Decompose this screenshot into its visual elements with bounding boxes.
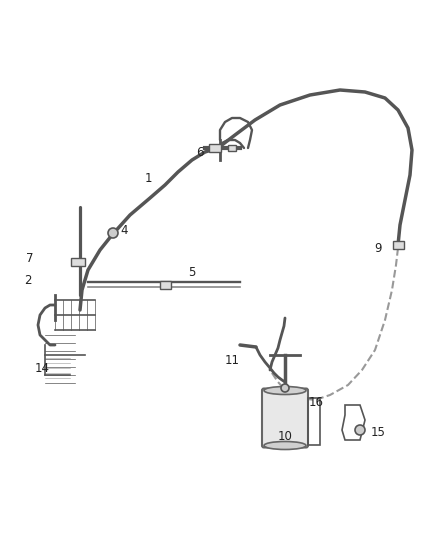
Text: 4: 4 [120,223,128,237]
Bar [228,145,236,151]
Text: 2: 2 [24,273,32,287]
Bar [209,144,221,152]
Ellipse shape [264,441,306,449]
Text: 16: 16 [308,395,324,408]
Circle shape [108,228,118,238]
Circle shape [281,384,289,392]
Text: 9: 9 [374,241,382,254]
Text: 7: 7 [26,252,34,264]
Text: 10: 10 [278,431,293,443]
Bar [159,281,170,289]
Text: 14: 14 [35,361,49,375]
Ellipse shape [264,386,306,394]
Bar [392,241,403,249]
Text: 15: 15 [371,425,385,439]
Text: 6: 6 [196,146,204,158]
Text: 5: 5 [188,266,196,279]
Circle shape [355,425,365,435]
Text: 1: 1 [144,172,152,184]
Bar [71,258,85,266]
FancyBboxPatch shape [262,389,308,448]
Text: 11: 11 [225,353,240,367]
